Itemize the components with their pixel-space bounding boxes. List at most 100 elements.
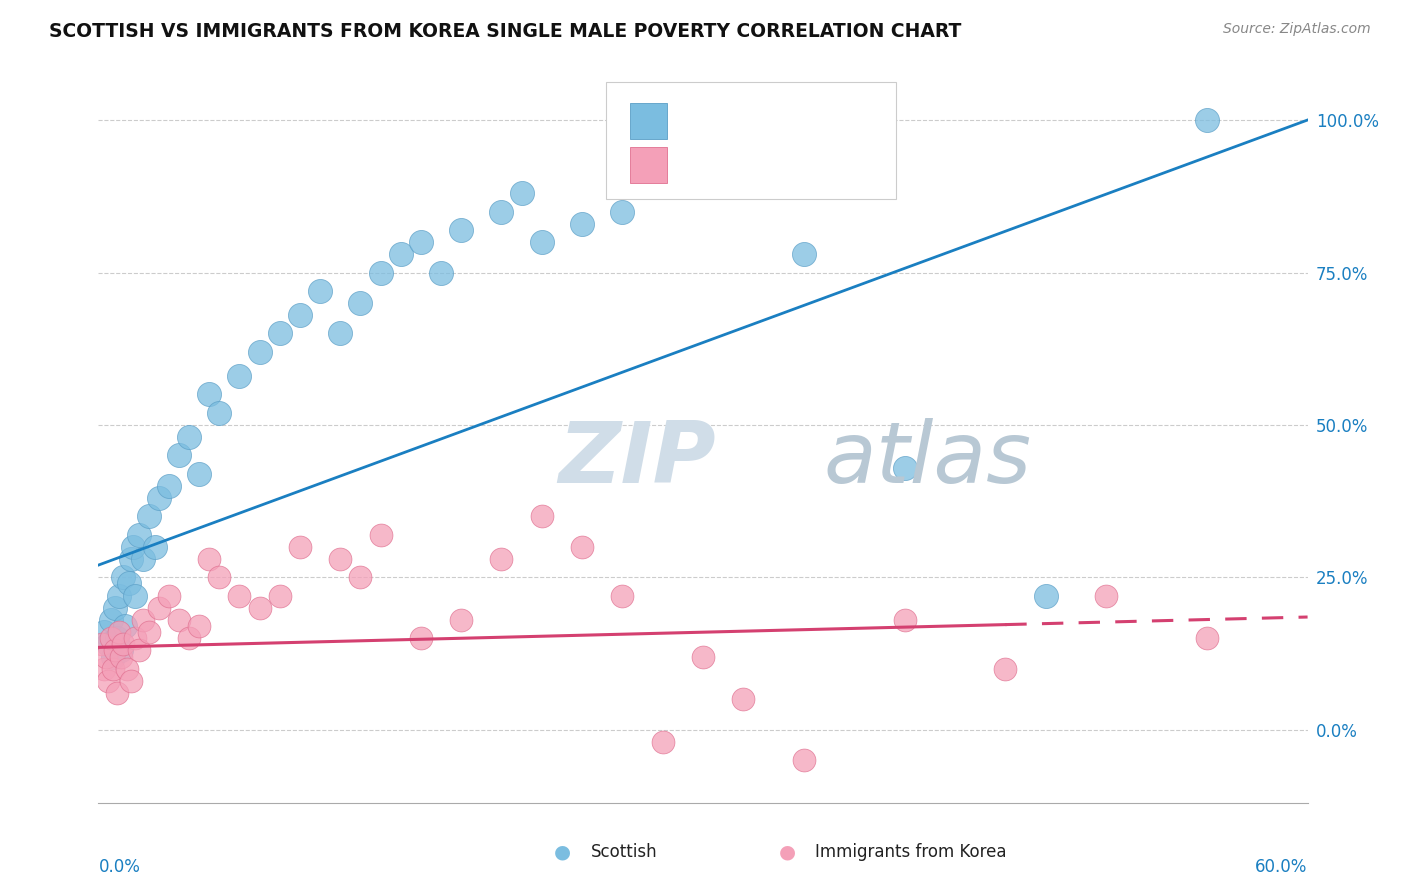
Point: [612, 204, 634, 219]
Point: [148, 491, 170, 505]
Point: [124, 589, 146, 603]
Point: [107, 589, 129, 603]
Point: [228, 369, 250, 384]
Point: [249, 344, 271, 359]
Bar: [630, 146, 666, 183]
Point: [450, 223, 472, 237]
Point: [138, 509, 160, 524]
Point: [571, 217, 593, 231]
Point: [157, 589, 180, 603]
Point: [111, 637, 134, 651]
Point: [132, 552, 155, 566]
Point: [100, 632, 122, 646]
Point: [530, 235, 553, 249]
Point: [120, 552, 142, 566]
Point: [101, 662, 124, 676]
Point: [143, 540, 166, 554]
Point: [121, 540, 143, 554]
Point: [349, 296, 371, 310]
Text: atlas: atlas: [824, 417, 1032, 500]
Point: [491, 204, 513, 219]
Point: [692, 649, 714, 664]
Point: [370, 266, 392, 280]
Point: [105, 632, 128, 646]
Point: [198, 552, 221, 566]
Text: R = 0.555   N = 48: R = 0.555 N = 48: [676, 112, 846, 130]
Point: [692, 161, 714, 176]
Point: [249, 600, 271, 615]
Point: [96, 649, 118, 664]
Point: [148, 600, 170, 615]
Point: [389, 247, 412, 261]
FancyBboxPatch shape: [606, 82, 897, 200]
Point: [138, 625, 160, 640]
Point: [100, 613, 122, 627]
Point: [370, 527, 392, 541]
Bar: [630, 103, 666, 139]
Point: [97, 637, 120, 651]
Point: [329, 552, 352, 566]
Point: [793, 753, 815, 767]
Point: [733, 692, 755, 706]
Point: [128, 527, 150, 541]
Point: [103, 643, 125, 657]
Point: [269, 326, 291, 341]
Text: ●: ●: [779, 842, 796, 862]
Point: [430, 266, 453, 280]
Point: [124, 632, 146, 646]
Point: [91, 637, 114, 651]
Point: [651, 735, 673, 749]
Point: [107, 625, 129, 640]
Point: [571, 540, 593, 554]
Text: ●: ●: [554, 842, 571, 862]
Point: [409, 235, 432, 249]
Point: [110, 643, 132, 657]
Point: [114, 619, 136, 633]
Text: ZIP: ZIP: [558, 417, 716, 500]
Point: [120, 673, 142, 688]
Point: [409, 632, 432, 646]
Point: [994, 662, 1017, 676]
Point: [651, 174, 673, 188]
Point: [105, 686, 128, 700]
Point: [1095, 589, 1118, 603]
Point: [530, 509, 553, 524]
Point: [349, 570, 371, 584]
Point: [179, 632, 201, 646]
Point: [1195, 632, 1218, 646]
Point: [450, 613, 472, 627]
Point: [132, 613, 155, 627]
Point: [208, 570, 231, 584]
Point: [111, 570, 134, 584]
Point: [228, 589, 250, 603]
Point: [893, 613, 915, 627]
Text: Immigrants from Korea: Immigrants from Korea: [815, 843, 1007, 861]
Point: [793, 247, 815, 261]
Point: [110, 649, 132, 664]
Point: [93, 662, 115, 676]
Point: [893, 460, 915, 475]
Text: 0.0%: 0.0%: [98, 858, 141, 876]
Point: [101, 649, 124, 664]
Point: [491, 552, 513, 566]
Point: [188, 619, 211, 633]
Point: [188, 467, 211, 481]
Point: [612, 589, 634, 603]
Point: [510, 186, 533, 201]
Point: [118, 576, 141, 591]
Text: R =  0.110   N = 45: R = 0.110 N = 45: [676, 156, 852, 174]
Text: 60.0%: 60.0%: [1256, 858, 1308, 876]
Point: [157, 479, 180, 493]
Text: SCOTTISH VS IMMIGRANTS FROM KOREA SINGLE MALE POVERTY CORRELATION CHART: SCOTTISH VS IMMIGRANTS FROM KOREA SINGLE…: [49, 22, 962, 41]
Point: [1195, 113, 1218, 128]
Point: [329, 326, 352, 341]
Point: [269, 589, 291, 603]
Point: [198, 387, 221, 401]
Y-axis label: Single Male Poverty: Single Male Poverty: [0, 355, 8, 519]
Point: [167, 613, 190, 627]
Point: [1035, 589, 1057, 603]
Point: [103, 600, 125, 615]
Point: [97, 673, 120, 688]
Point: [115, 662, 138, 676]
Text: Scottish: Scottish: [591, 843, 657, 861]
